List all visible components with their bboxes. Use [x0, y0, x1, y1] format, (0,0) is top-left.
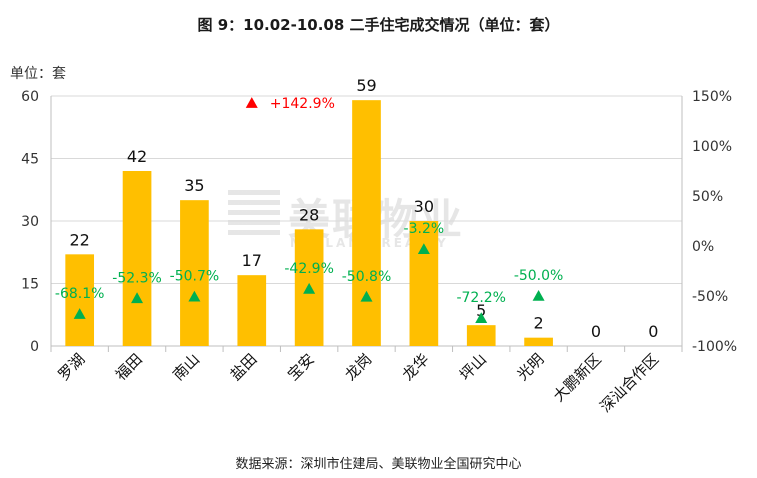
change-marker [245, 97, 258, 108]
bar-value-label: 0 [648, 322, 658, 341]
change-marker [475, 312, 488, 323]
change-marker [417, 243, 430, 254]
change-label: -3.2% [404, 221, 445, 237]
source-note: 数据来源：深圳市住建局、美联物业全国研究中心 [235, 457, 522, 472]
category-label: 盐田 [227, 350, 261, 384]
change-marker [73, 308, 86, 319]
category-label: 大鹏新区 [550, 350, 605, 405]
bar-value-label: 17 [242, 251, 262, 270]
category-label: 罗湖 [55, 350, 89, 384]
unit-label: 单位：套 [10, 66, 66, 82]
category-label: 龙岗 [341, 350, 375, 384]
bar [466, 325, 496, 346]
category-label: 光明 [513, 350, 547, 384]
change-label: -42.9% [284, 261, 334, 277]
category-label: 深汕合作区 [596, 350, 662, 416]
bar [180, 200, 209, 346]
y-left-tick-label: 15 [21, 277, 39, 293]
bar [409, 221, 439, 346]
category-label: 福田 [112, 350, 146, 384]
bar-value-label: 5 [476, 301, 486, 320]
bar-value-label: 42 [127, 147, 147, 166]
y-right-tick-label: -100% [692, 339, 737, 355]
category-label: 宝安 [284, 350, 318, 384]
change-label: +142.9% [270, 96, 335, 112]
y-right-tick-label: 150% [692, 89, 732, 105]
bar [524, 337, 553, 346]
change-marker [303, 282, 316, 294]
bar [237, 275, 267, 346]
bar-value-label: 59 [356, 76, 376, 95]
change-label: -50.7% [170, 269, 220, 285]
bar-value-label: 2 [533, 314, 543, 333]
bar-value-label: 30 [414, 197, 434, 216]
change-marker [131, 292, 144, 304]
change-label: -50.0% [514, 268, 564, 284]
y-left-tick-label: 45 [21, 152, 39, 168]
change-label: -68.1% [55, 286, 105, 302]
y-right-tick-label: 100% [692, 139, 732, 155]
bar [65, 254, 95, 346]
bar-value-label: 35 [184, 176, 204, 195]
bar-value-label: 22 [70, 230, 90, 249]
change-marker [360, 290, 373, 302]
change-label: -72.2% [456, 290, 506, 306]
change-marker [532, 290, 545, 301]
bar-value-label: 28 [299, 205, 319, 224]
bar-value-label: 0 [591, 322, 601, 341]
y-left-tick-label: 30 [21, 214, 39, 230]
chart-title: 图 9：10.02-10.08 二手住宅成交情况（单位：套） [197, 16, 560, 34]
category-label: 南山 [169, 350, 203, 384]
bar [122, 171, 152, 346]
y-right-tick-label: 50% [692, 189, 723, 205]
category-label: 坪山 [456, 350, 490, 384]
change-label: -50.8% [342, 269, 392, 285]
category-label: 龙华 [399, 350, 433, 384]
y-right-tick-label: -50% [692, 289, 728, 305]
y-right-tick-label: 0% [692, 239, 714, 255]
bar [352, 100, 381, 347]
y-left-tick-label: 60 [21, 89, 39, 105]
change-label: -52.3% [112, 270, 162, 286]
change-marker [188, 290, 201, 302]
y-left-tick-label: 0 [30, 339, 39, 355]
